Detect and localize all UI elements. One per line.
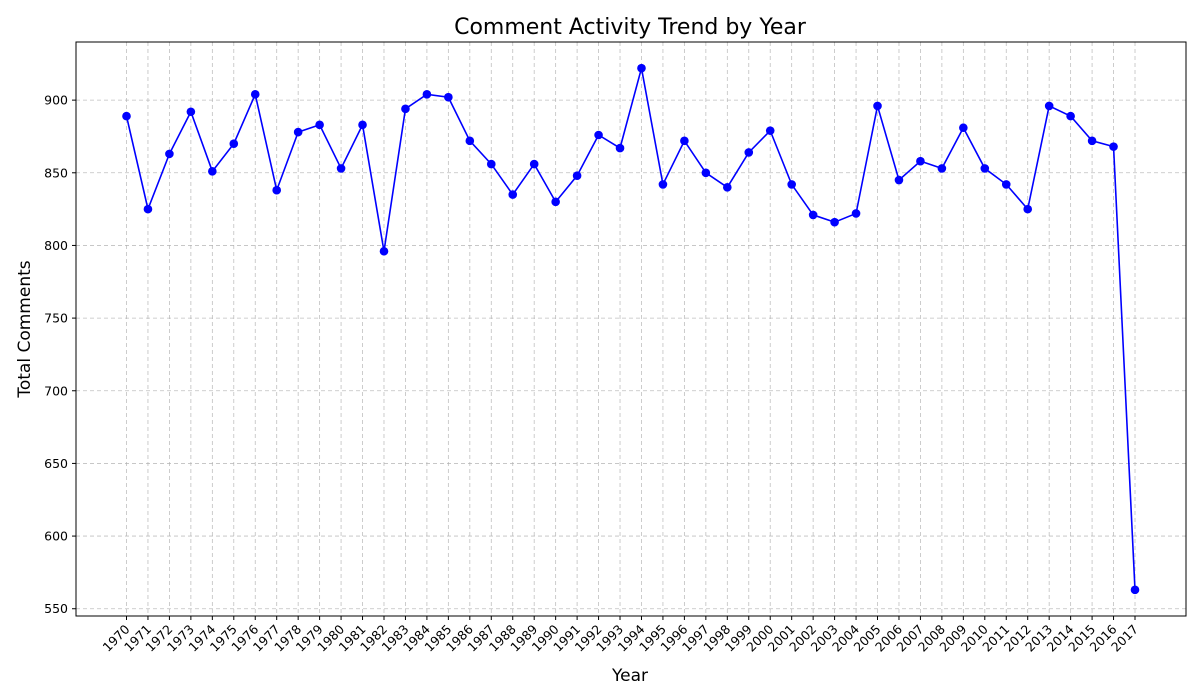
data-point [272,185,282,195]
data-point [873,101,882,111]
grid-lines [76,42,1186,616]
data-point [959,123,968,133]
data-point [637,63,646,73]
data-point [358,120,367,130]
y-tick-label: 700 [44,383,68,398]
data-point [165,149,174,159]
data-point [1130,585,1140,595]
series-layer [122,63,1140,595]
y-tick-label: 650 [44,456,68,471]
data-point [508,190,518,199]
chart-title: Comment Activity Trend by Year [454,15,807,40]
data-point [1066,111,1075,121]
data-point [572,171,582,180]
y-tick-label: 800 [44,238,68,253]
y-tick-label: 900 [44,93,68,108]
data-point [293,127,303,137]
plot-frame [75,41,1187,617]
data-point [444,92,453,102]
y-tick-label: 750 [44,311,68,326]
x-axis: 1970197119721973197419751976197719781979… [100,616,1141,655]
data-point [916,156,925,166]
data-point [465,136,475,146]
y-tick-label: 600 [44,529,68,544]
data-point [851,209,861,218]
data-point [765,126,775,135]
data-point [615,143,625,153]
data-point [315,120,324,130]
data-point [122,111,131,121]
data-point [701,168,711,178]
data-point [143,204,153,214]
data-point [894,175,904,185]
data-point [808,210,818,220]
y-axis: 550 600 650 700 750 800 850 900 [44,93,76,616]
data-point [680,136,689,146]
data-point [1109,142,1118,151]
data-point [787,180,796,189]
data-point [1001,180,1011,189]
data-point [401,104,410,114]
data-point [980,164,990,173]
data-point [379,246,389,256]
y-tick-label: 550 [44,601,68,616]
data-point [1087,136,1097,146]
data-point [658,180,668,189]
data-point [186,107,196,117]
data-point [422,90,432,99]
data-point [723,183,732,192]
series-line [125,67,1136,590]
data-point [486,159,496,169]
data-point [937,164,947,173]
x-axis-label: Year [611,666,648,686]
data-point [1023,204,1033,214]
data-point [529,159,539,169]
data-point [250,90,260,99]
data-point [208,167,217,176]
y-axis-label: Total Comments [15,260,35,398]
data-point [830,217,839,227]
y-tick-label: 850 [44,165,68,180]
data-point [744,148,754,157]
data-point [336,164,346,173]
data-point [1044,101,1054,111]
data-point [594,130,603,140]
data-point [551,197,560,207]
data-point [229,139,239,149]
